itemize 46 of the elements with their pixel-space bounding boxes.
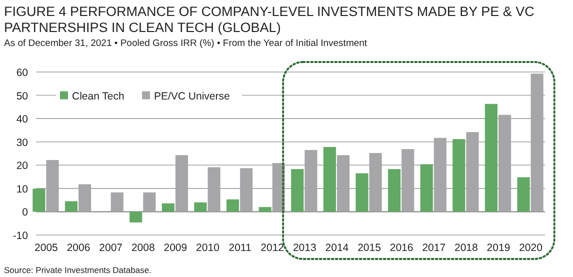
bar (258, 207, 272, 212)
y-tick-label: -10 (12, 230, 28, 242)
legend-label: Clean Tech (72, 90, 124, 102)
bar (130, 212, 142, 222)
chart-subtitle: As of December 31, 2021 • Pooled Gross IRR (%) • From the Year of Initial Investment (4, 38, 368, 49)
x-tick-label: 2017 (422, 242, 446, 254)
legend-label: PE/VC Universe (154, 90, 230, 102)
x-tick-label: 2013 (292, 242, 316, 254)
x-tick-label: 2019 (486, 242, 510, 254)
chart-title: FIGURE 4 PERFORMANCE OF COMPANY-LEVEL INVESTMENTS MADE BY PE & VC PARTNERSHIPS IN CLEAN TECH (GLOBAL) (4, 4, 535, 35)
bar (323, 146, 336, 212)
x-tick-label: 2012 (260, 242, 284, 254)
x-tick-label: 2008 (131, 242, 155, 254)
y-tick-label: 40 (16, 114, 28, 126)
bar (143, 192, 156, 212)
bar (291, 169, 304, 212)
x-tick-label: 2005 (34, 242, 58, 254)
bar (32, 188, 46, 212)
x-tick-label: 2018 (454, 242, 478, 254)
source-note: Source: Private Investments Database. (4, 265, 152, 275)
bar (388, 169, 401, 212)
y-tick-label: 0 (22, 206, 28, 219)
bar (64, 201, 78, 212)
y-tick-label: 20 (16, 160, 28, 172)
x-tick-label: 2007 (99, 242, 123, 254)
x-tick-label: 2016 (390, 242, 414, 254)
x-tick-label: 2020 (519, 242, 543, 254)
bar (484, 104, 498, 212)
y-tick-label: 50 (16, 90, 28, 102)
bar (452, 139, 466, 212)
y-tick-label: 60 (16, 67, 28, 79)
x-tick-label: 2014 (325, 242, 349, 254)
bar (162, 203, 174, 212)
y-tick-label: 30 (16, 136, 28, 149)
bar (356, 173, 368, 212)
x-tick-label: 2006 (66, 242, 90, 254)
bar (110, 192, 124, 212)
bar (226, 199, 240, 212)
bar (420, 164, 433, 212)
x-tick-label: 2010 (196, 242, 220, 254)
y-tick-label: 10 (16, 183, 28, 196)
x-tick-label: 2011 (228, 242, 252, 254)
bar (194, 202, 207, 212)
bar (517, 177, 530, 212)
x-tick-label: 2009 (164, 242, 188, 254)
x-tick-label: 2015 (358, 242, 382, 254)
